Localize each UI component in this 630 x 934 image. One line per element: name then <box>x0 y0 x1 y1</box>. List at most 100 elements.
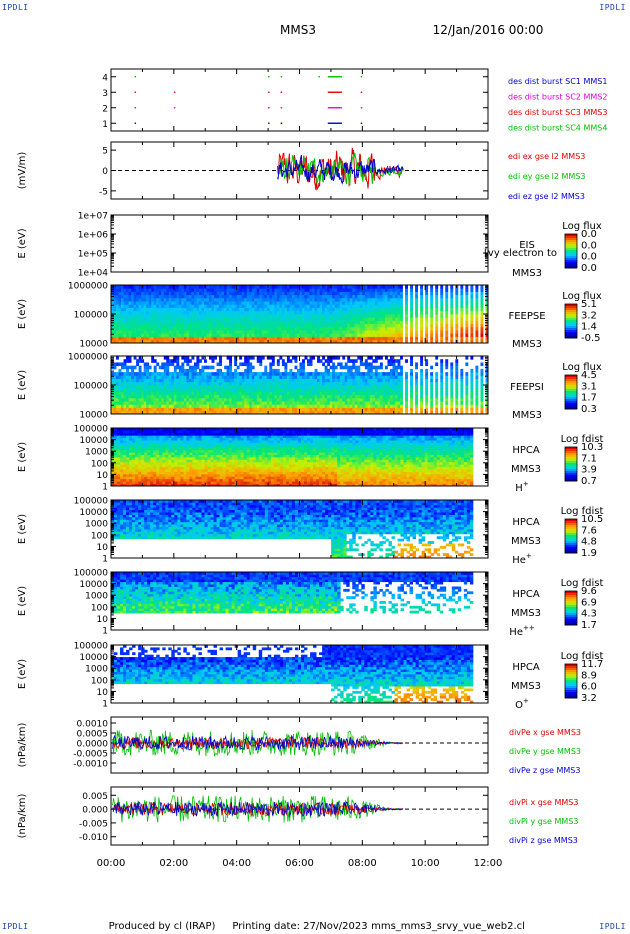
spectrogram-cell <box>286 336 290 341</box>
spectrogram-cell <box>131 378 135 383</box>
spectrogram-cell <box>455 375 459 379</box>
spectrogram-cell <box>111 388 114 392</box>
spectrogram-cell <box>455 381 459 386</box>
spectrogram-cell <box>128 410 132 415</box>
spectrogram-cell <box>203 310 207 315</box>
spectrogram-cell <box>379 397 383 402</box>
spectrogram-cell <box>372 359 376 363</box>
spectrogram-cell <box>178 381 182 386</box>
spectrogram-cell <box>196 294 200 299</box>
spectrogram-cell <box>279 326 283 331</box>
spectrogram-cell <box>410 404 413 408</box>
spectrogram-cell <box>302 314 305 318</box>
spectrogram-cell <box>314 388 318 392</box>
spectrogram-cell <box>372 317 376 321</box>
spectrogram-cell <box>312 304 315 308</box>
spectrogram-cell <box>395 404 398 408</box>
spectrogram-cell <box>183 368 187 373</box>
spectrogram-cell <box>166 330 170 334</box>
spectrogram-cell <box>178 372 182 376</box>
spectrogram-cell <box>440 326 444 331</box>
spectrogram-cell <box>118 368 122 373</box>
spectrogram-cell <box>239 314 243 318</box>
spectrogram-cell <box>168 333 172 337</box>
spectrogram-cell <box>274 378 278 383</box>
spectrogram-cell <box>138 314 142 318</box>
spectrogram-cell <box>337 388 341 392</box>
spectrogram-cell <box>374 410 378 415</box>
spectrogram-cell <box>171 288 175 292</box>
spectrogram-cell <box>118 385 122 389</box>
spectrogram-cell <box>281 297 285 302</box>
spectrogram-cell <box>291 372 295 376</box>
spectrogram-cell <box>309 314 313 318</box>
spectrogram-cell <box>387 336 391 341</box>
spectrogram-cell <box>450 301 454 305</box>
spectrogram-cell <box>186 339 190 344</box>
spectrogram-cell <box>131 285 135 289</box>
spectrogram-cell <box>389 397 393 402</box>
spectrogram-cell <box>337 326 341 331</box>
spectrogram-cell <box>148 320 152 325</box>
spectrogram-cell <box>259 294 263 299</box>
spectrogram-cell <box>339 365 343 370</box>
spectrogram-cell <box>379 310 383 315</box>
spectrogram-cell <box>141 291 145 296</box>
spectrogram-cell <box>249 378 253 383</box>
spectrogram-cell <box>294 339 298 344</box>
spectrogram-cell <box>307 391 310 396</box>
spectrogram-cell <box>191 314 195 318</box>
spectrogram-cell <box>395 375 398 379</box>
spectrogram-cell <box>374 375 378 379</box>
spectrogram-cell <box>324 381 328 386</box>
spectrogram-cell <box>191 326 195 331</box>
spectrogram-cell <box>485 333 489 337</box>
spectrogram-cell <box>151 372 155 376</box>
spectrogram-cell <box>229 317 233 321</box>
spectrogram-cell <box>146 317 150 321</box>
spectrogram-cell <box>131 288 135 292</box>
spectrogram-cell <box>342 320 346 325</box>
spectrogram-cell <box>168 304 172 308</box>
spectrogram-cell <box>291 397 295 402</box>
spectrogram-cell <box>251 407 255 412</box>
spectrogram-cell <box>327 333 331 337</box>
spectrogram-cell <box>377 372 381 376</box>
spectrogram-cell <box>299 297 303 302</box>
spectrogram-cell <box>116 336 119 341</box>
spectrogram-cell <box>224 326 228 331</box>
spectrogram-cell <box>161 323 165 328</box>
spectrogram-cell <box>214 388 217 392</box>
spectrogram-cell <box>309 291 313 296</box>
spectrogram-cell <box>183 291 187 296</box>
spectrogram-cell <box>357 391 361 396</box>
spectrogram-cell <box>123 473 127 477</box>
spectrogram-cell <box>420 362 424 367</box>
spectrogram-cell <box>317 372 320 376</box>
spectrogram-cell <box>271 375 275 379</box>
spectrogram-cell <box>322 330 326 334</box>
spectrogram-cell <box>219 336 222 341</box>
spectrogram-cell <box>392 388 396 392</box>
spectrogram-cell <box>415 365 419 370</box>
spectrogram-cell <box>312 288 315 292</box>
spectrogram-cell <box>234 323 238 328</box>
spectrogram-cell <box>352 304 356 308</box>
spectrogram-cell <box>324 291 328 296</box>
spectrogram-cell <box>400 388 403 392</box>
spectrogram-cell <box>196 285 200 289</box>
spectrogram-cell <box>138 339 142 344</box>
spectrogram-cell <box>329 310 333 315</box>
spectrogram-cell <box>284 310 288 315</box>
spectrogram-cell <box>123 478 127 482</box>
spectrogram-cell <box>201 301 205 305</box>
spectrogram-cell <box>342 317 346 321</box>
spectrogram-cell <box>193 401 197 405</box>
spectrogram-cell <box>123 466 127 470</box>
spectrogram-cell <box>352 310 356 315</box>
spectrogram-cell <box>153 381 157 386</box>
spectrogram-cell <box>168 372 172 376</box>
spectrogram-cell <box>410 333 413 337</box>
spectrogram-cell <box>219 294 222 299</box>
spectrogram-cell <box>324 407 328 412</box>
